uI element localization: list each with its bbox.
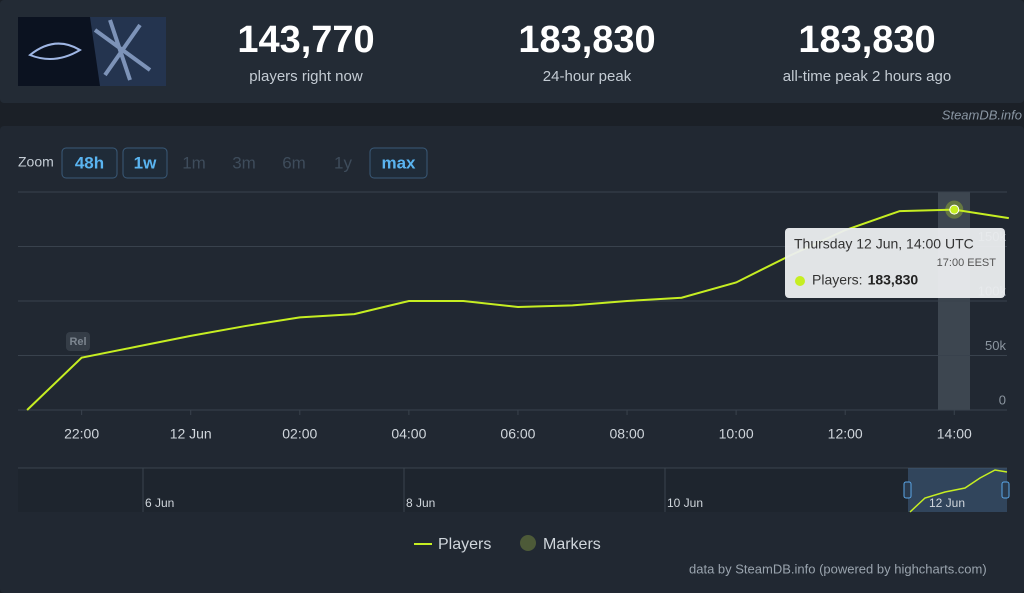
legend-label[interactable]: Players bbox=[438, 536, 491, 553]
tooltip-box bbox=[785, 228, 1005, 298]
navigator-line bbox=[909, 469, 1008, 513]
x-tick-label: 06:00 bbox=[500, 426, 535, 442]
navigator-label: 12 Jun bbox=[929, 496, 965, 510]
tooltip-value: 183,830 bbox=[868, 272, 919, 288]
zoom-button-label[interactable]: 1m bbox=[182, 153, 206, 172]
legend-marker[interactable] bbox=[520, 535, 536, 551]
legend-label[interactable]: Markers bbox=[543, 536, 601, 553]
y-tick-label: 0 bbox=[999, 392, 1006, 407]
stat-label: all-time peak 2 hours ago bbox=[783, 68, 951, 85]
zoom-label: Zoom bbox=[18, 154, 54, 170]
stat-label: 24-hour peak bbox=[543, 68, 632, 85]
zoom-button-label[interactable]: 1w bbox=[134, 153, 157, 172]
marker-badge[interactable] bbox=[66, 332, 90, 351]
zoom-button[interactable] bbox=[61, 147, 118, 179]
zoom-button-label[interactable]: 6m bbox=[282, 153, 306, 172]
chart-panel bbox=[0, 126, 1024, 593]
image-logo bbox=[28, 42, 82, 60]
x-tick-label: 22:00 bbox=[64, 426, 99, 442]
tooltip-subtitle: 17:00 EEST bbox=[937, 257, 997, 269]
zoom-button-label[interactable]: max bbox=[381, 153, 416, 172]
tooltip-title: Thursday 12 Jun, 14:00 UTC bbox=[794, 236, 974, 252]
credits: data by SteamDB.info (powered by highcha… bbox=[689, 561, 987, 576]
zoom-button-label[interactable]: 48h bbox=[75, 153, 104, 172]
x-tick-label: 08:00 bbox=[610, 426, 645, 442]
tooltip-label: Players: bbox=[812, 272, 863, 288]
x-tick-label: 12 Jun bbox=[170, 426, 212, 442]
navigator-label: 10 Jun bbox=[667, 496, 703, 510]
navigator bbox=[18, 468, 1007, 512]
game-image[interactable] bbox=[18, 17, 166, 86]
stat-label: players right now bbox=[249, 68, 363, 85]
x-tick-label: 04:00 bbox=[391, 426, 426, 442]
x-tick-label: 12:00 bbox=[828, 426, 863, 442]
image-art bbox=[93, 19, 152, 81]
hover-point bbox=[949, 204, 960, 215]
marker-label[interactable]: Rel bbox=[69, 336, 86, 348]
navigator-handle[interactable] bbox=[1001, 481, 1010, 499]
x-tick-label: 10:00 bbox=[719, 426, 754, 442]
zoom-button-label[interactable]: 3m bbox=[232, 153, 256, 172]
tooltip-swatch bbox=[795, 276, 805, 286]
zoom-button-label[interactable]: 1y bbox=[334, 153, 352, 172]
navigator-label: 6 Jun bbox=[145, 496, 174, 510]
navigator-handle[interactable] bbox=[903, 481, 912, 499]
stats-panel bbox=[0, 0, 1024, 103]
zoom-button[interactable] bbox=[122, 147, 168, 179]
y-tick-label: 50k bbox=[985, 338, 1006, 353]
zoom-button[interactable] bbox=[369, 147, 428, 179]
x-tick-label: 02:00 bbox=[282, 426, 317, 442]
stat-value: 183,830 bbox=[798, 19, 935, 61]
watermark: SteamDB.info bbox=[942, 107, 1022, 122]
stat-value: 143,770 bbox=[237, 19, 374, 61]
navigator-label: 8 Jun bbox=[406, 496, 435, 510]
x-tick-label: 14:00 bbox=[937, 426, 972, 442]
stat-value: 183,830 bbox=[518, 19, 655, 61]
